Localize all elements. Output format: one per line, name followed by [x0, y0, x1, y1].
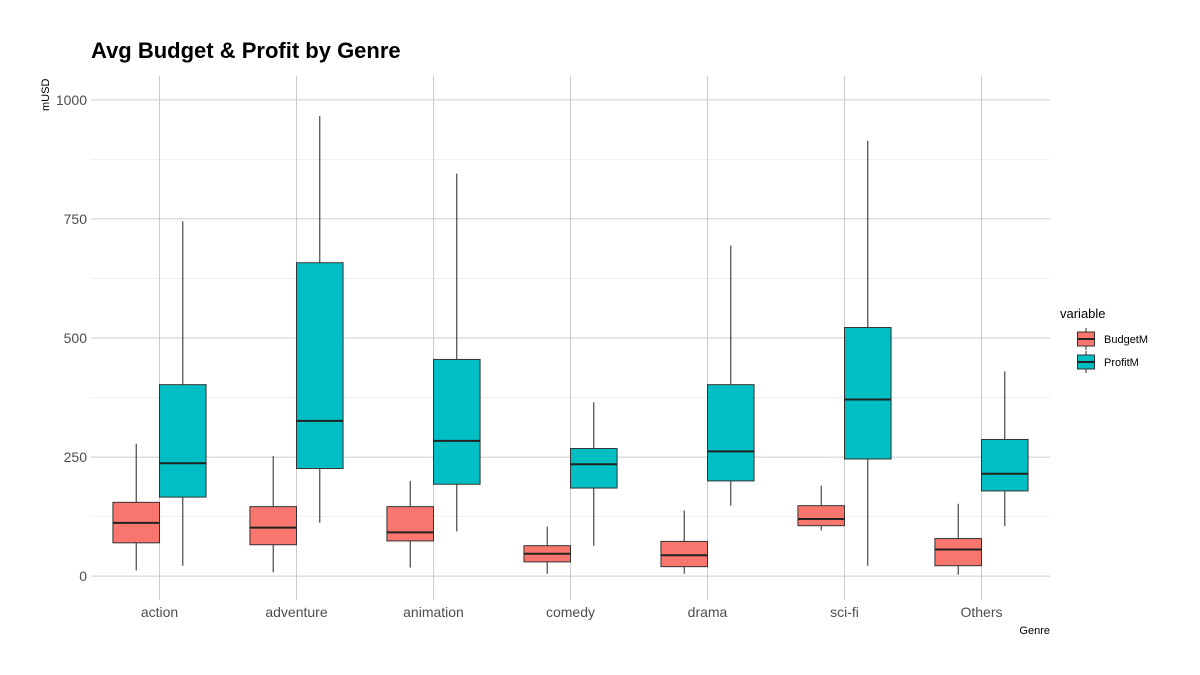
box-BudgetM-action: [112, 443, 160, 571]
x-tick-label: comedy: [546, 604, 595, 620]
y-tick-label: 1000: [56, 92, 87, 108]
x-tick-label: animation: [403, 604, 464, 620]
box-body: [433, 358, 481, 485]
box-BudgetM-sci-fi: [797, 485, 845, 531]
legend-key-ProfitM: [1077, 351, 1095, 373]
legend-label: BudgetM: [1104, 334, 1148, 346]
box-body: [797, 505, 845, 527]
box-BudgetM-adventure: [249, 456, 297, 573]
box-body: [570, 448, 618, 489]
box-ProfitM-comedy: [570, 402, 618, 546]
x-tick-label: drama: [688, 604, 728, 620]
x-axis-label: Genre: [1019, 625, 1050, 637]
y-tick-label: 500: [64, 330, 88, 346]
box-body: [981, 438, 1029, 492]
box-ProfitM-Others: [981, 371, 1029, 527]
legend-key-BudgetM: [1077, 328, 1095, 350]
x-tick-label: sci-fi: [830, 604, 859, 620]
box-ProfitM-action: [159, 221, 207, 566]
box-body: [159, 384, 207, 498]
box-body: [707, 384, 755, 482]
box-body: [296, 262, 344, 470]
box-BudgetM-Others: [934, 503, 982, 575]
box-ProfitM-sci-fi: [844, 140, 892, 566]
box-body: [249, 506, 297, 546]
x-axis-ticks: action adventure animation comedy drama sci-f…: [141, 604, 1003, 620]
x-tick-label: adventure: [265, 604, 327, 620]
y-axis-ticks: 0 250 500 750 1000: [56, 92, 87, 584]
box-body: [934, 538, 982, 567]
x-tick-label: Others: [960, 604, 1002, 620]
box-body: [844, 327, 892, 460]
y-tick-label: 750: [64, 211, 88, 227]
box-ProfitM-adventure: [296, 116, 344, 523]
box-body: [660, 540, 708, 568]
box-ProfitM-animation: [433, 173, 481, 532]
box-BudgetM-drama: [660, 510, 708, 574]
chart-title: Avg Budget & Profit by Genre: [91, 38, 401, 63]
x-tick-label: action: [141, 604, 178, 620]
y-tick-label: 0: [79, 568, 87, 584]
box-ProfitM-drama: [707, 245, 755, 506]
y-axis-label: mUSD: [40, 79, 52, 111]
legend-title: variable: [1060, 306, 1106, 321]
box-BudgetM-comedy: [523, 526, 571, 574]
grid: [91, 76, 1050, 600]
legend-label: ProfitM: [1104, 357, 1139, 369]
plot-marks: [112, 116, 1029, 575]
box-body: [386, 506, 435, 542]
box-BudgetM-animation: [386, 480, 435, 568]
legend: variable BudgetM ProfitM: [1060, 306, 1148, 373]
y-tick-label: 250: [64, 449, 88, 465]
